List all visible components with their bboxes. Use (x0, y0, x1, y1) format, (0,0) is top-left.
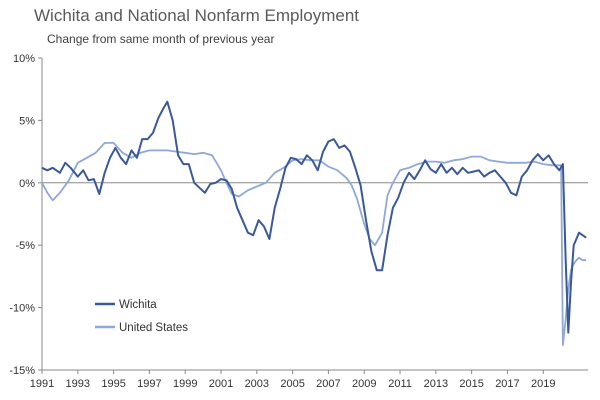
x-tick-label: 2003 (245, 378, 269, 390)
legend-label-united-states: United States (119, 322, 188, 334)
x-tick-label: 2011 (388, 378, 412, 390)
y-axis: 10% 5% 0% -5% -10% -15% (9, 53, 43, 377)
x-tick-label: 1993 (66, 378, 90, 390)
chart-title: Wichita and National Nonfarm Employment (34, 6, 360, 25)
x-tick-label: 2009 (352, 378, 376, 390)
x-tick-label: 2013 (424, 378, 448, 390)
series-lines (41, 100, 587, 346)
y-tick-label: 0% (19, 178, 35, 190)
x-tick-label: 1997 (137, 378, 161, 390)
x-tick-label: 2001 (209, 378, 233, 390)
x-tick-label: 2007 (316, 378, 340, 390)
x-tick-label: 2005 (280, 378, 304, 390)
x-axis: 1991 1993 1995 1997 1999 2001 2003 2005 2007 2009… (30, 182, 588, 390)
y-tick-label: 5% (19, 115, 35, 127)
series-line-united-states (41, 141, 587, 346)
y-tick-label: 10% (13, 53, 35, 65)
series-line-wichita (41, 100, 587, 334)
y-tick-label: -10% (9, 303, 35, 315)
legend-label-wichita: Wichita (119, 299, 157, 311)
x-tick-label: 1995 (101, 378, 125, 390)
y-tick-label: -5% (15, 240, 35, 252)
x-tick-label: 2015 (459, 378, 483, 390)
chart-subtitle: Change from same month of previous year (47, 32, 275, 46)
x-tick-label: 1999 (173, 378, 197, 390)
y-tick-label: -15% (9, 365, 35, 377)
x-tick-label: 2019 (531, 378, 555, 390)
x-tick-label: 2017 (495, 378, 519, 390)
legend: Wichita United States (95, 299, 188, 334)
x-tick-label: 1991 (30, 378, 54, 390)
